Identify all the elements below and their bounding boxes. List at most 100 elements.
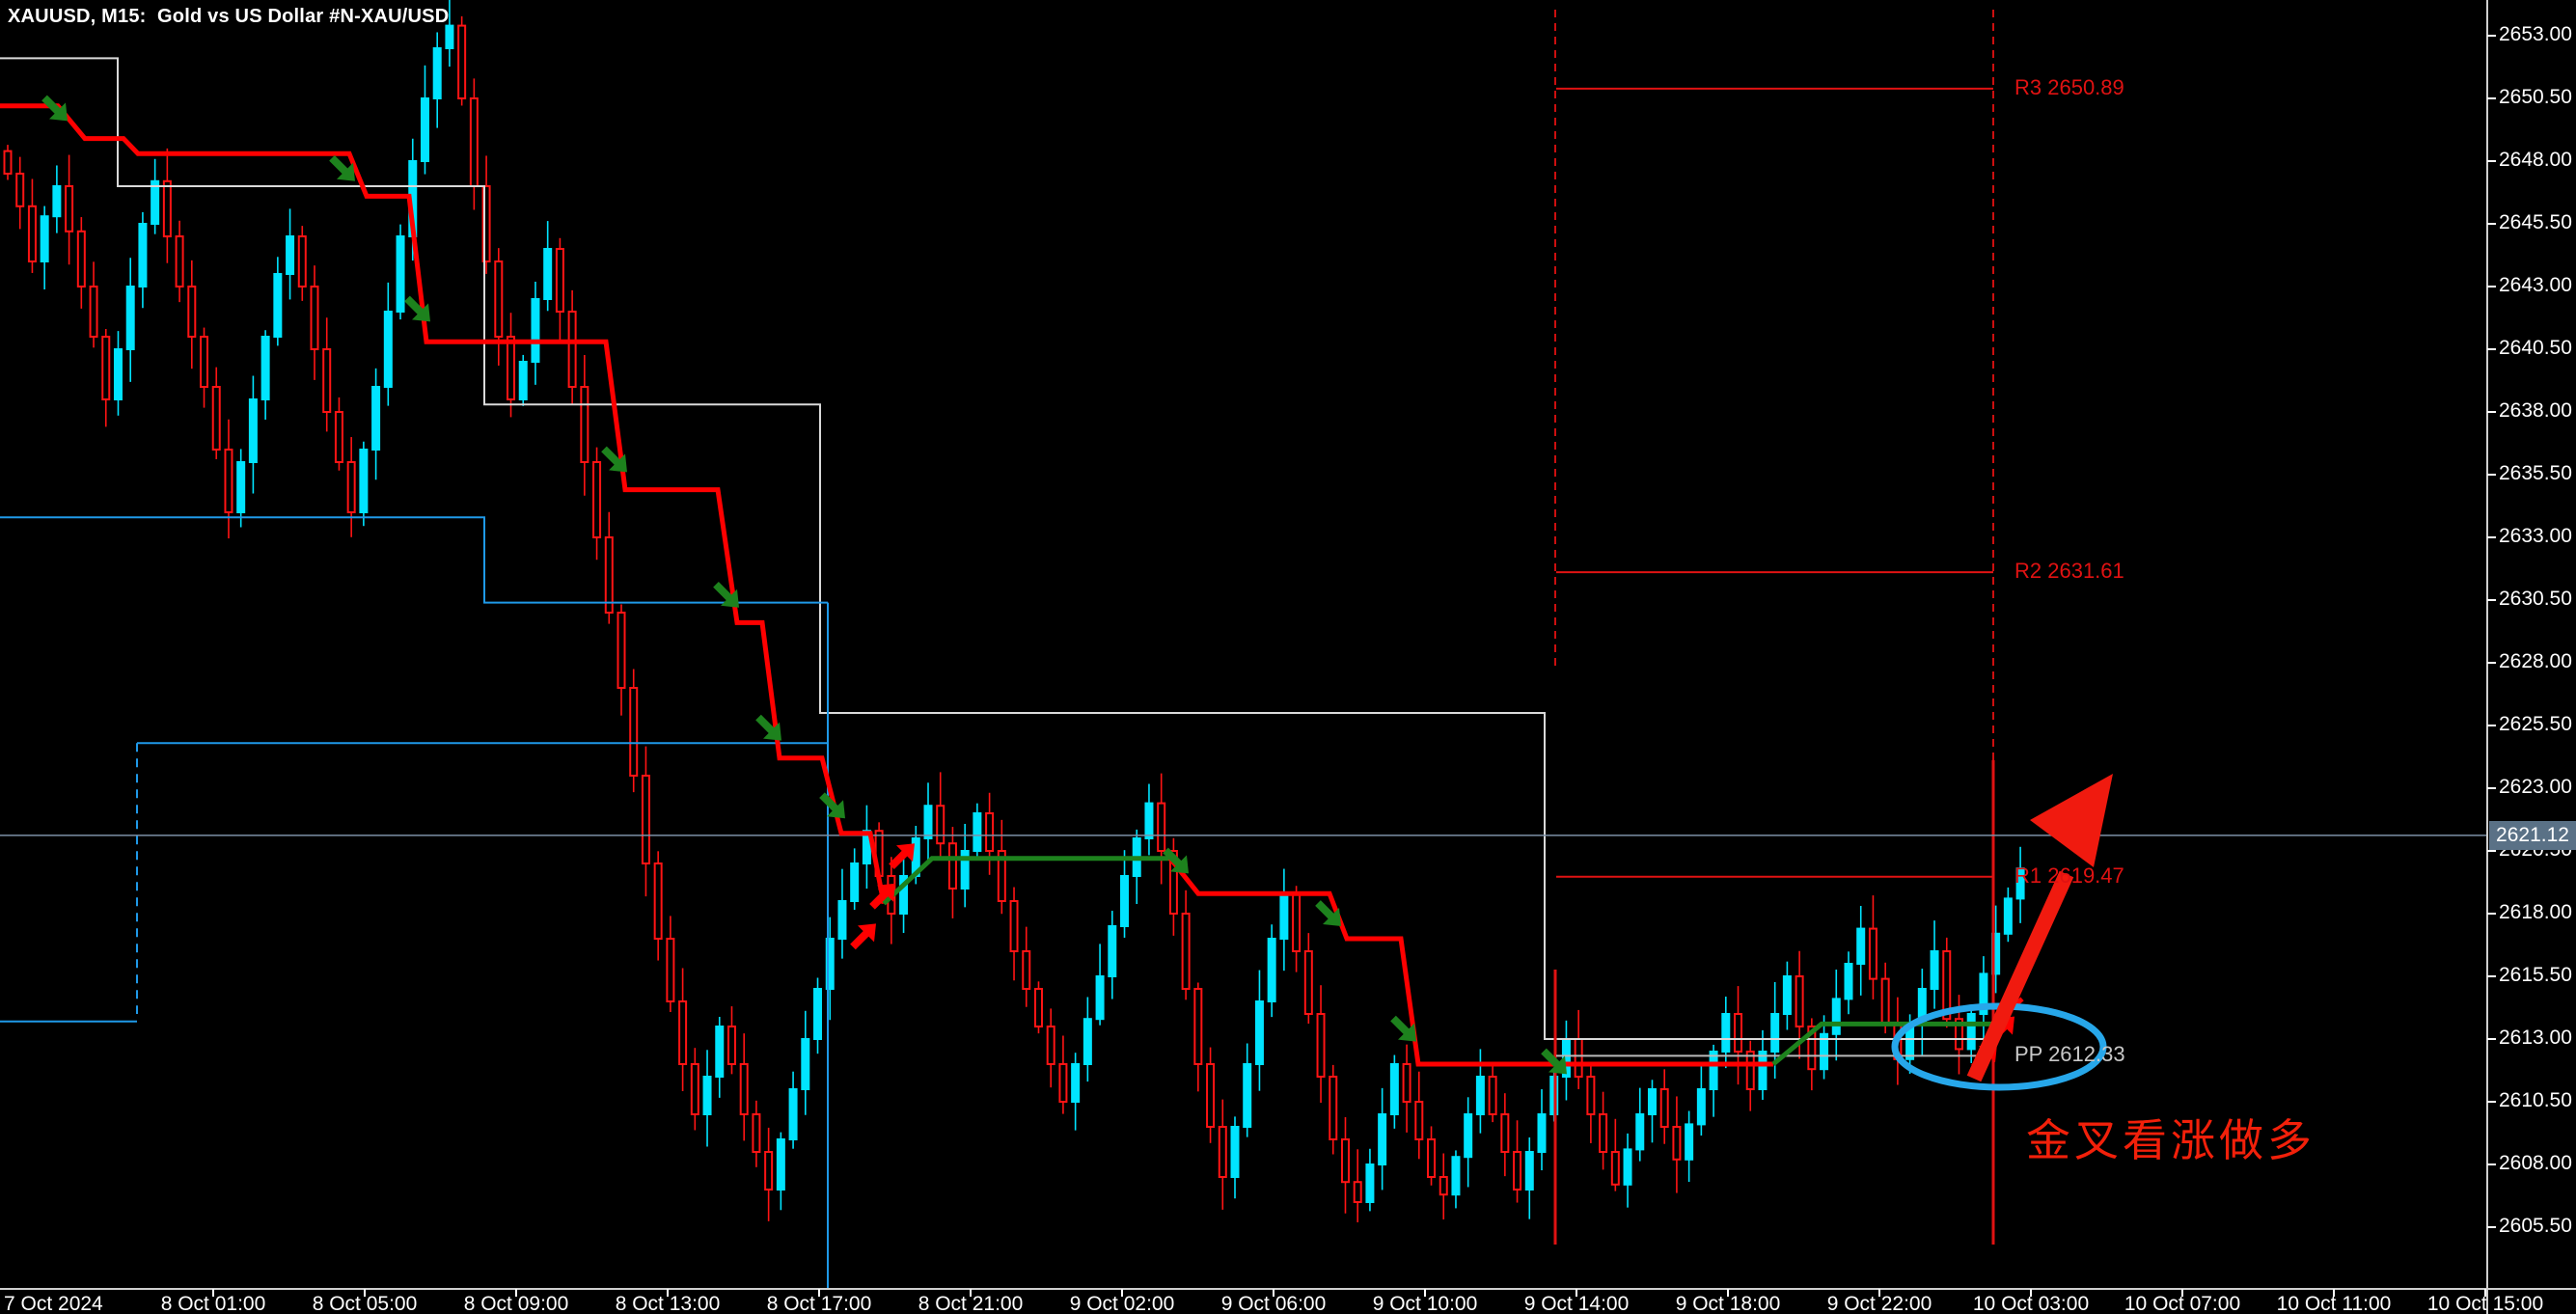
candle-up bbox=[273, 273, 283, 338]
candle-up bbox=[1475, 1076, 1485, 1115]
price-axis-label: 2618.00 bbox=[2499, 901, 2572, 923]
trend-line-green bbox=[1771, 1021, 1993, 1066]
pivot-label-pp: PP 2612.33 bbox=[2014, 1042, 2125, 1067]
time-axis-label: 9 Oct 14:00 bbox=[1523, 1293, 1630, 1314]
candle-up bbox=[1721, 1013, 1731, 1053]
candle-down bbox=[1868, 927, 1877, 980]
candle-down bbox=[1599, 1113, 1608, 1153]
candle-up bbox=[138, 223, 148, 287]
candle-down bbox=[1033, 988, 1043, 1027]
candle-down bbox=[469, 97, 479, 187]
candle-up bbox=[960, 850, 970, 890]
candle-up bbox=[715, 1026, 725, 1078]
candle-up bbox=[973, 812, 982, 852]
candle-up bbox=[1254, 1000, 1264, 1065]
big-up-arrow-head bbox=[2030, 774, 2113, 867]
blue-channel-line bbox=[0, 516, 828, 604]
sell-arrow-icon bbox=[1170, 855, 1189, 874]
price-axis-label: 2615.50 bbox=[2499, 964, 2572, 986]
candle-down bbox=[494, 260, 504, 338]
candle-up bbox=[1782, 975, 1792, 1015]
time-axis-label: 10 Oct 15:00 bbox=[2426, 1293, 2544, 1314]
candle-up bbox=[813, 988, 823, 1040]
candle-up bbox=[1120, 875, 1130, 927]
candle-down bbox=[76, 230, 86, 288]
candle-down bbox=[1880, 977, 1890, 1026]
candle-down bbox=[690, 1063, 699, 1115]
candle-up bbox=[1758, 1051, 1768, 1090]
candle-up bbox=[1095, 975, 1105, 1021]
candle-down bbox=[1022, 950, 1031, 990]
candle-down bbox=[1206, 1063, 1216, 1128]
candle-down bbox=[1734, 1013, 1743, 1053]
sell-arrow-icon bbox=[763, 722, 781, 741]
candle-down bbox=[947, 842, 957, 890]
candle-down bbox=[1218, 1126, 1227, 1178]
price-axis-label: 2623.00 bbox=[2499, 776, 2572, 798]
candle-up bbox=[518, 361, 528, 400]
candle-down bbox=[200, 336, 209, 388]
candle-up bbox=[1537, 1113, 1547, 1153]
candle-up bbox=[1696, 1088, 1706, 1126]
pivot-label-r1: R1 2619.47 bbox=[2014, 862, 2124, 888]
candle-up bbox=[850, 862, 860, 902]
candle-down bbox=[1586, 1076, 1596, 1115]
sell-arrow-icon bbox=[609, 453, 627, 473]
candle-down bbox=[985, 812, 995, 852]
candle-down bbox=[1574, 1038, 1583, 1078]
buy-arrow-icon bbox=[877, 883, 895, 902]
price-axis-label: 2613.00 bbox=[2499, 1027, 2572, 1049]
chart-title: XAUUSD, M15: Gold vs US Dollar #N-XAU/US… bbox=[8, 6, 450, 27]
candle-up bbox=[1770, 1013, 1780, 1053]
candle-down bbox=[678, 1000, 688, 1065]
candle-up bbox=[923, 805, 933, 840]
candle-down bbox=[653, 862, 663, 940]
candle-up bbox=[543, 248, 553, 300]
candle-down bbox=[1807, 1026, 1817, 1071]
candle-down bbox=[1672, 1126, 1682, 1161]
candle-down bbox=[297, 235, 307, 287]
candle-down bbox=[1795, 975, 1804, 1027]
candle-up bbox=[151, 179, 160, 226]
candle-up bbox=[1685, 1123, 1694, 1161]
candle-down bbox=[1659, 1088, 1669, 1128]
candle-up bbox=[1230, 1126, 1240, 1178]
time-axis-label: 8 Oct 01:00 bbox=[160, 1293, 266, 1314]
candle-up bbox=[359, 449, 369, 513]
time-axis-label: 9 Oct 06:00 bbox=[1220, 1293, 1327, 1314]
sell-arrow-icon bbox=[412, 303, 430, 322]
buy-arrow-icon bbox=[858, 923, 876, 943]
candle-up bbox=[1524, 1151, 1534, 1191]
price-axis-label: 2635.50 bbox=[2499, 462, 2572, 484]
sell-arrow-icon bbox=[1323, 908, 1341, 926]
candle-down bbox=[726, 1026, 736, 1065]
time-axis-label: 10 Oct 03:00 bbox=[1972, 1293, 2090, 1314]
candle-down bbox=[567, 311, 577, 388]
candle-up bbox=[432, 47, 442, 99]
white-channel-line bbox=[0, 57, 1993, 1040]
candle-down bbox=[15, 173, 25, 207]
candle-up bbox=[862, 830, 871, 865]
candle-up bbox=[702, 1076, 712, 1115]
candle-down bbox=[3, 150, 13, 176]
pivot-label-r3: R3 2650.89 bbox=[2014, 74, 2124, 99]
price-axis-label: 2628.00 bbox=[2499, 650, 2572, 672]
candle-down bbox=[310, 286, 319, 350]
candle-down bbox=[1427, 1138, 1437, 1178]
candle-up bbox=[248, 398, 258, 463]
candle-up bbox=[825, 938, 835, 990]
sell-arrow-icon bbox=[337, 162, 355, 181]
candle-up bbox=[1243, 1063, 1252, 1128]
candle-up bbox=[1071, 1063, 1081, 1103]
candle-up bbox=[40, 215, 49, 262]
candle-down bbox=[1340, 1138, 1350, 1184]
candle-up bbox=[1831, 998, 1841, 1035]
candle-up bbox=[383, 311, 393, 388]
candle-down bbox=[1954, 1018, 1963, 1051]
candle-down bbox=[764, 1151, 774, 1191]
time-axis-label: 7 Oct 2024 bbox=[4, 1293, 103, 1314]
candle-down bbox=[211, 386, 221, 451]
candle-up bbox=[1635, 1113, 1645, 1151]
